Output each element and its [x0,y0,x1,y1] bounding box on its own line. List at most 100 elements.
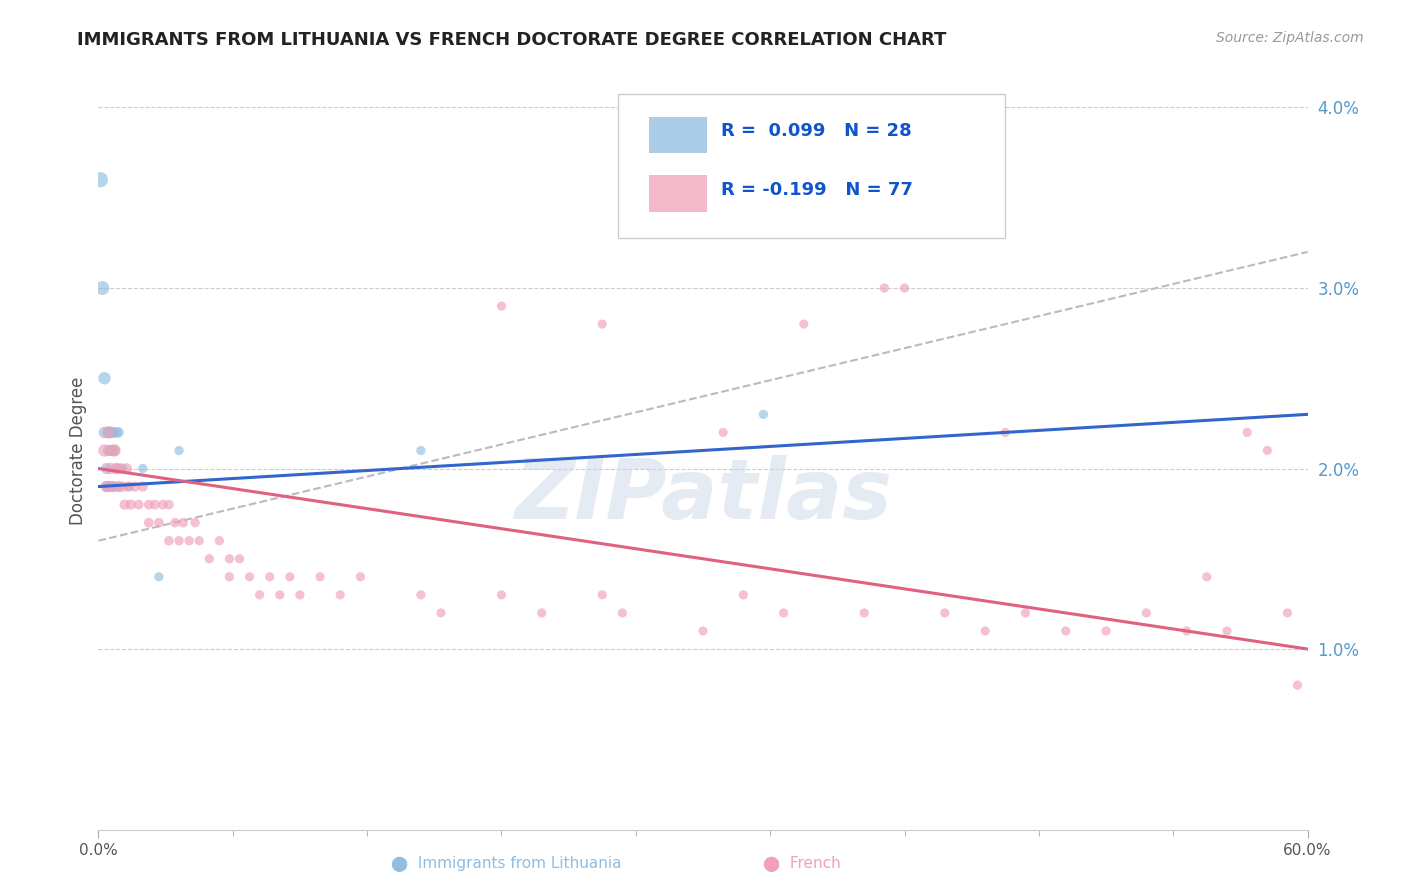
Point [278,570,301,584]
Point [100,425,122,440]
Point [349,570,371,584]
Point [409,588,432,602]
Point [1135,606,1157,620]
Point [631,172,654,186]
Text: R = -0.199   N = 77: R = -0.199 N = 77 [721,181,912,199]
Point [101,479,124,493]
Point [772,606,794,620]
Point [591,317,613,331]
Point [873,281,896,295]
Point [97,425,120,440]
Point [163,516,186,530]
Point [1014,606,1036,620]
Point [100,461,122,475]
Point [711,425,734,440]
Y-axis label: Doctorate Degree: Doctorate Degree [69,376,87,524]
Point [329,588,352,602]
Point [218,570,240,584]
Point [179,533,201,548]
Point [96,479,118,493]
Point [103,443,125,458]
Point [269,588,291,602]
Point [612,606,634,620]
Point [530,606,553,620]
Point [1277,606,1299,620]
Point [167,533,190,548]
Point [148,570,170,584]
Point [118,479,141,493]
Point [105,461,128,475]
Point [114,498,136,512]
Point [198,551,221,566]
Point [100,479,122,493]
FancyBboxPatch shape [648,175,707,211]
Point [793,317,815,331]
Point [239,570,262,584]
Point [152,498,174,512]
Point [1054,624,1077,638]
Point [1236,425,1258,440]
Point [107,479,129,493]
Point [1256,443,1278,458]
Point [91,281,114,295]
Point [96,461,118,475]
Point [491,588,513,602]
Point [103,479,125,493]
Point [591,588,613,602]
Point [188,533,211,548]
Point [752,408,775,422]
Point [124,479,146,493]
Point [184,516,207,530]
Point [249,588,271,602]
Point [994,425,1017,440]
Point [128,498,150,512]
Point [1286,678,1309,692]
Point [101,443,124,458]
Point [132,461,155,475]
Point [107,425,129,440]
Point [96,479,118,493]
Point [132,479,155,493]
Point [105,461,128,475]
Point [218,551,240,566]
Point [93,371,115,385]
Point [93,443,115,458]
Point [208,533,231,548]
Point [1195,570,1218,584]
Point [138,516,160,530]
Point [934,606,956,620]
Point [118,479,141,493]
Point [1095,624,1118,638]
Point [97,443,120,458]
Point [93,425,115,440]
Point [309,570,332,584]
Point [893,281,915,295]
Point [288,588,311,602]
Text: IMMIGRANTS FROM LITHUANIA VS FRENCH DOCTORATE DEGREE CORRELATION CHART: IMMIGRANTS FROM LITHUANIA VS FRENCH DOCT… [77,31,946,49]
Point [120,498,142,512]
Point [107,479,129,493]
Point [148,516,170,530]
Point [100,479,122,493]
Point [101,443,124,458]
FancyBboxPatch shape [619,95,1005,238]
Point [110,461,132,475]
Point [115,461,138,475]
Point [89,172,111,186]
Point [167,443,190,458]
Point [157,498,180,512]
Point [692,624,714,638]
Text: ⬤  French: ⬤ French [762,856,841,872]
Text: Source: ZipAtlas.com: Source: ZipAtlas.com [1216,31,1364,45]
Point [1216,624,1239,638]
Point [101,425,124,440]
Point [853,606,876,620]
FancyBboxPatch shape [648,117,707,153]
Point [143,498,166,512]
Point [1175,624,1198,638]
Text: R =  0.099   N = 28: R = 0.099 N = 28 [721,122,912,140]
Point [138,498,160,512]
Point [430,606,453,620]
Point [97,425,120,440]
Point [111,479,134,493]
